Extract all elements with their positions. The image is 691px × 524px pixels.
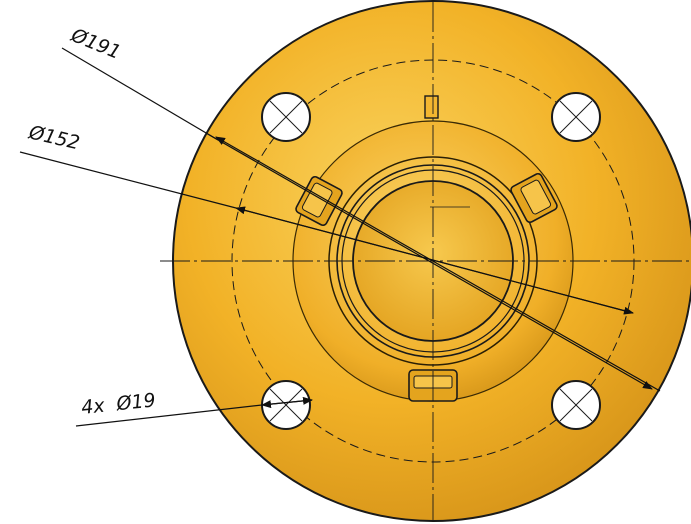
hub-tab-top: [424, 95, 439, 119]
bolt-hole-bottom-left: [261, 380, 311, 430]
bolt-hole-top-right: [551, 92, 601, 142]
hub-tab-right: [510, 172, 558, 224]
outer-diameter-label: Ø191: [67, 24, 124, 64]
bolt-circle-label: Ø152: [26, 121, 82, 154]
bolt-hole-top-left: [261, 92, 311, 142]
bolt-hole-bottom-right: [551, 380, 601, 430]
hole-callout-label: 4x Ø19: [80, 389, 156, 419]
